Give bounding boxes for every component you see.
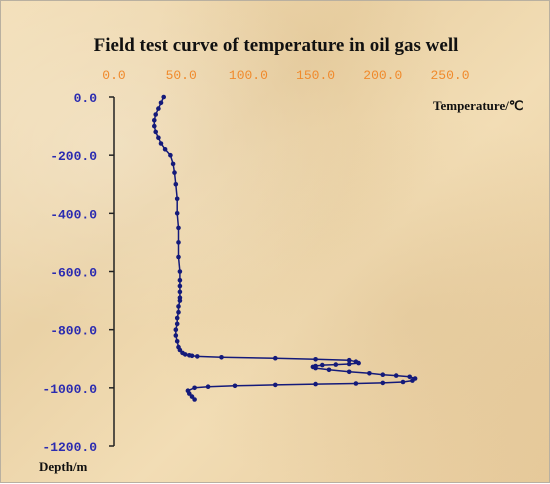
data-point bbox=[158, 141, 164, 146]
data-point bbox=[173, 182, 179, 187]
data-point bbox=[176, 304, 181, 309]
data-point bbox=[205, 384, 211, 390]
data-point bbox=[168, 152, 173, 158]
data-point bbox=[174, 211, 180, 216]
data-point bbox=[380, 372, 386, 378]
data-point bbox=[273, 382, 278, 388]
data-point bbox=[177, 277, 183, 283]
data-point bbox=[313, 365, 318, 371]
y-tick-label: -400.0 bbox=[50, 207, 97, 222]
data-point bbox=[174, 321, 180, 327]
data-point bbox=[177, 289, 183, 295]
data-point bbox=[176, 309, 181, 315]
data-point bbox=[174, 339, 180, 344]
data-point bbox=[192, 385, 197, 391]
x-tick-label: 50.0 bbox=[166, 68, 197, 83]
data-point bbox=[195, 354, 200, 359]
data-point bbox=[173, 327, 179, 333]
data-point bbox=[187, 391, 192, 396]
data-point bbox=[219, 355, 224, 360]
data-point bbox=[161, 94, 166, 100]
x-tick-label: 0.0 bbox=[102, 68, 125, 83]
data-point bbox=[326, 367, 332, 373]
data-point bbox=[400, 379, 406, 385]
data-point bbox=[182, 352, 188, 357]
data-point bbox=[156, 135, 161, 140]
x-tick-label: 250.0 bbox=[430, 68, 469, 83]
data-point bbox=[346, 361, 352, 367]
y-tick-label: -800.0 bbox=[50, 324, 97, 339]
data-point bbox=[176, 254, 181, 260]
data-point bbox=[176, 225, 181, 231]
data-point bbox=[313, 357, 318, 362]
x-tick-label: 150.0 bbox=[296, 68, 335, 83]
data-point bbox=[152, 123, 157, 129]
y-tick-label: -1200.0 bbox=[42, 440, 97, 455]
data-point bbox=[410, 378, 415, 383]
data-point bbox=[320, 362, 325, 368]
data-point bbox=[158, 100, 164, 106]
data-point bbox=[356, 360, 361, 366]
data-point bbox=[192, 397, 197, 402]
data-point bbox=[153, 129, 158, 135]
chart-title: Field test curve of temperature in oil g… bbox=[93, 35, 459, 56]
data-point bbox=[353, 381, 359, 386]
data-point bbox=[177, 283, 183, 289]
data-point bbox=[156, 106, 161, 111]
y-tick-label: -600.0 bbox=[50, 266, 97, 281]
data-point bbox=[170, 161, 176, 167]
data-point bbox=[174, 196, 180, 202]
y-tick-label: -200.0 bbox=[50, 149, 97, 164]
y-axis-label: Depth/m bbox=[39, 459, 88, 474]
data-point bbox=[177, 269, 183, 274]
data-point bbox=[273, 355, 278, 361]
x-tick-label: 200.0 bbox=[363, 68, 402, 83]
y-tick-label: -1000.0 bbox=[42, 382, 97, 397]
data-point bbox=[313, 381, 318, 387]
data-point bbox=[407, 374, 413, 380]
data-point bbox=[173, 333, 179, 338]
data-point bbox=[333, 362, 339, 367]
data-point bbox=[152, 118, 157, 123]
data-point bbox=[346, 369, 352, 375]
data-point bbox=[346, 357, 352, 363]
data-point bbox=[176, 240, 181, 245]
data-point bbox=[232, 383, 238, 389]
x-axis-label: Temperature/℃ bbox=[433, 98, 523, 113]
data-point bbox=[367, 371, 372, 376]
data-point bbox=[162, 147, 168, 152]
data-point bbox=[177, 298, 183, 303]
data-point bbox=[380, 380, 386, 386]
data-point bbox=[189, 353, 195, 359]
y-tick-label: 0.0 bbox=[74, 91, 98, 106]
x-tick-label: 100.0 bbox=[229, 68, 268, 83]
data-point bbox=[153, 112, 158, 117]
data-point bbox=[174, 315, 180, 321]
data-point bbox=[172, 170, 177, 175]
data-point bbox=[393, 373, 399, 378]
